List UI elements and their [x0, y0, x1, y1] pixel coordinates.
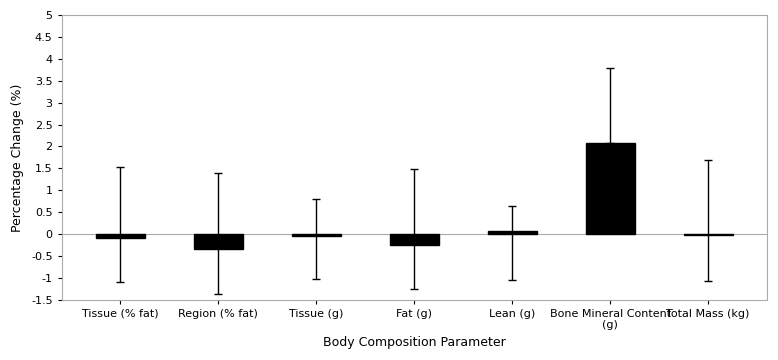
- Bar: [194, 234, 243, 249]
- Bar: [390, 234, 439, 245]
- Bar: [96, 234, 145, 238]
- Bar: [292, 234, 341, 236]
- X-axis label: Body Composition Parameter: Body Composition Parameter: [323, 336, 506, 349]
- Bar: [684, 234, 733, 235]
- Bar: [586, 143, 635, 234]
- Y-axis label: Percentage Change (%): Percentage Change (%): [11, 83, 24, 231]
- Bar: [488, 231, 537, 234]
